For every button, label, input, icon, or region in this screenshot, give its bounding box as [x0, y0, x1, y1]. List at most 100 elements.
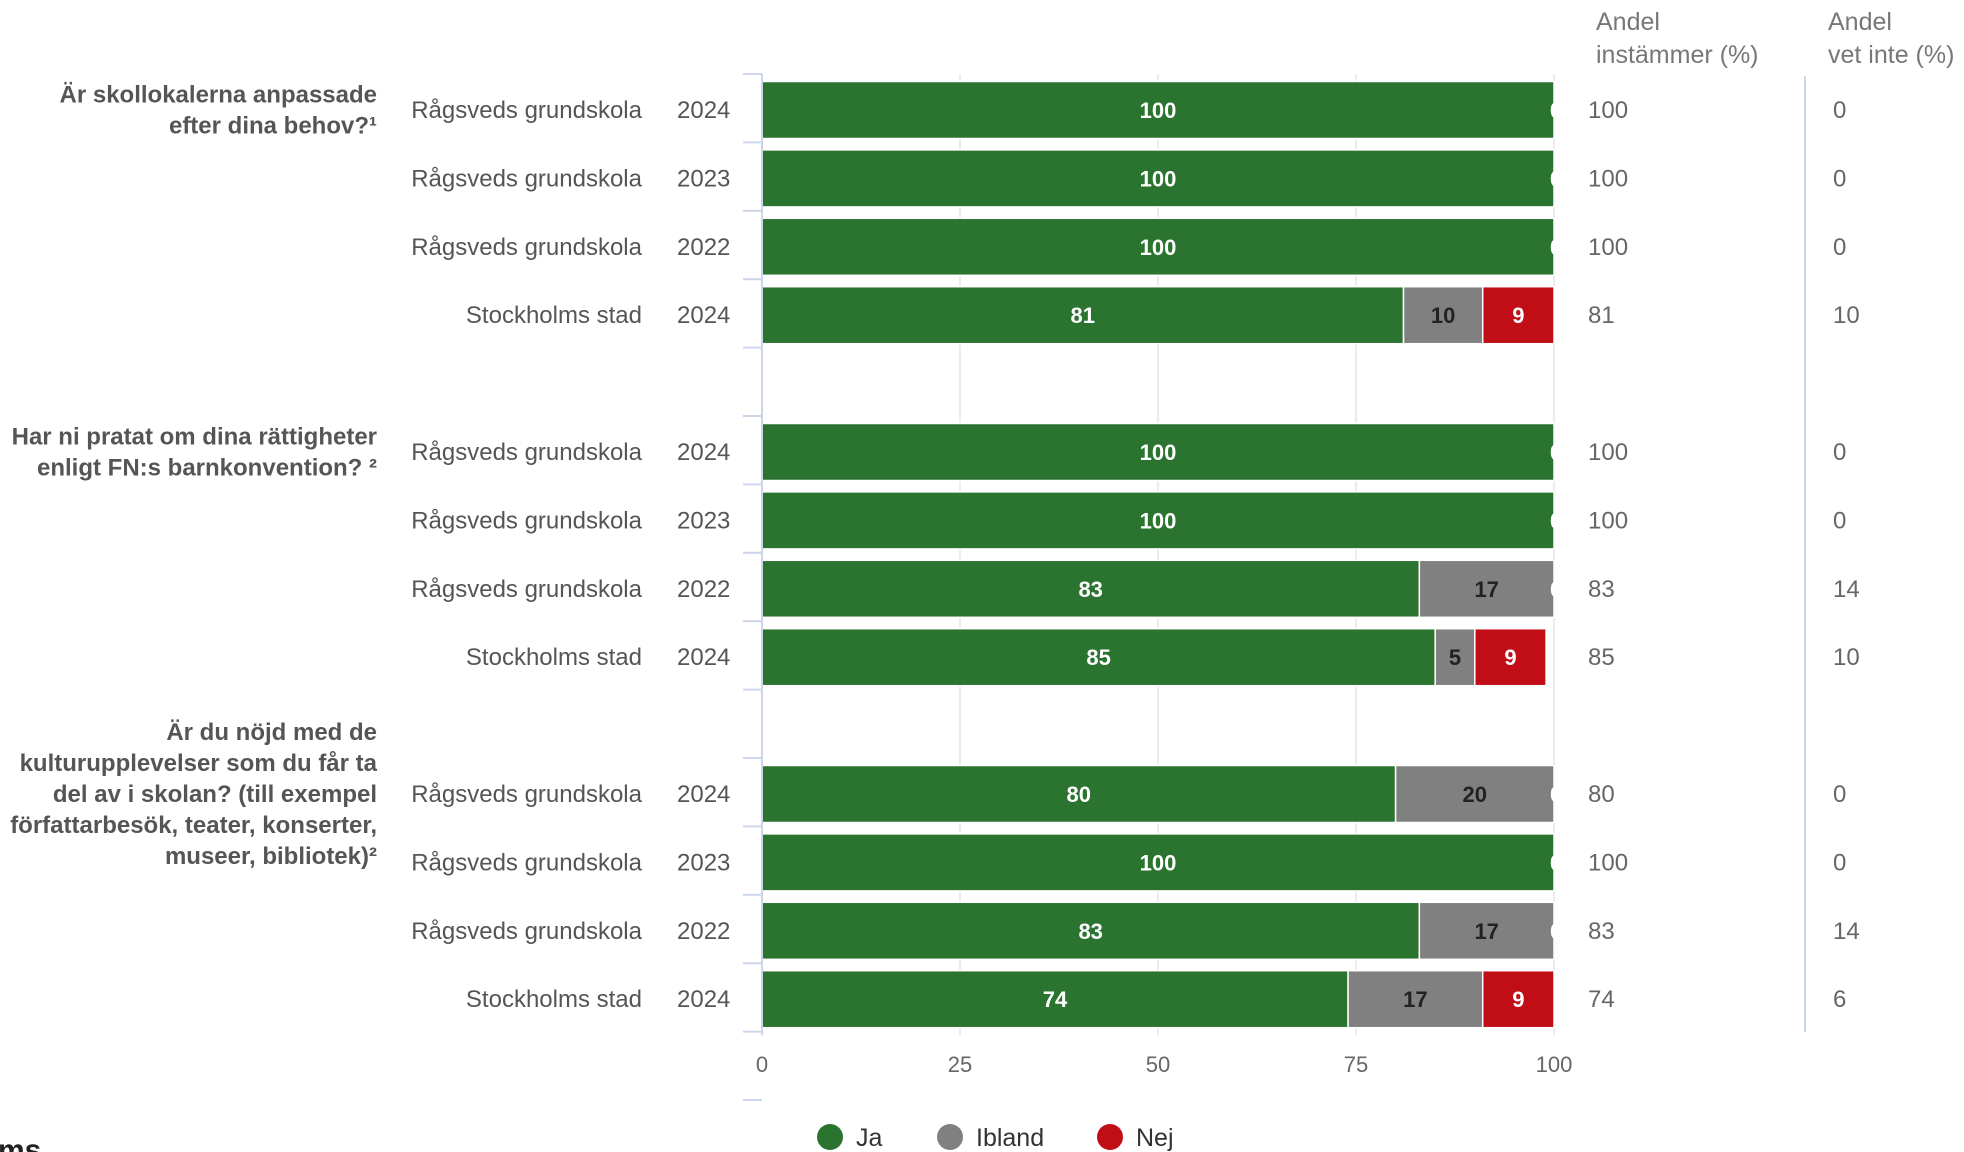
legend-item-nej[interactable]: Nej: [1097, 1124, 1174, 1152]
bar-value-label: 17: [1474, 577, 1498, 602]
row-year-label: 2022: [677, 234, 730, 261]
row-year-label: 2024: [677, 986, 730, 1013]
question-group: Är skollokalerna anpassade efter dina beh…: [60, 80, 1860, 345]
x-tick-label: 25: [948, 1052, 972, 1077]
row-unit-label: Stockholms stad: [466, 644, 642, 671]
andel-instammer-value: 100: [1588, 507, 1628, 534]
legend-label: Nej: [1136, 1124, 1174, 1152]
bar-row: Rågsveds grundskola 2022 83 17 0 83 14: [411, 901, 1860, 961]
row-year-label: 2023: [677, 165, 730, 192]
question-text-line: författarbesök, teater, konserter,: [10, 812, 377, 839]
question-text-line: enligt FN:s barnkonvention? ²: [37, 455, 377, 482]
x-tick-label: 0: [756, 1052, 768, 1077]
bar-value-label: 17: [1403, 987, 1427, 1012]
bar-zero-label: 0: [1550, 850, 1562, 875]
bar-value-label: 100: [1140, 98, 1177, 123]
legend-label: Ja: [856, 1124, 883, 1152]
andel-instammer-value: 74: [1588, 986, 1615, 1013]
bar-value-label: 80: [1067, 782, 1091, 807]
bar-segment-ibland: [1418, 559, 1555, 619]
question-text-line: Är skollokalerna anpassade: [60, 82, 377, 109]
bar-row: Rågsveds grundskola 2022 83 17 0 83 14: [411, 559, 1860, 619]
legend-item-ja[interactable]: Ja: [817, 1124, 883, 1152]
bar-zero-label: 0: [1550, 850, 1562, 875]
row-year-label: 2024: [677, 302, 730, 329]
question-text-line: efter dina behov?¹: [169, 113, 377, 140]
row-year-label: 2024: [677, 439, 730, 466]
bar-value-label: 5: [1449, 645, 1461, 670]
bar-row: Rågsveds grundskola 2024 100 00 100 0: [411, 422, 1846, 482]
bar-value-label: 10: [1431, 303, 1455, 328]
row-year-label: 2023: [677, 507, 730, 534]
bar-segment-ibland: [1402, 285, 1484, 345]
bar-segment-ja: [761, 491, 1555, 550]
bar-value-label: 9: [1512, 987, 1524, 1012]
andel-vet-inte-value: 0: [1833, 97, 1846, 124]
row-unit-label: Stockholms stad: [466, 986, 642, 1013]
row-year-label: 2022: [677, 918, 730, 945]
bar-segment-ibland: [1347, 969, 1484, 1029]
bar-zero-label: 0: [1550, 235, 1562, 260]
andel-vet-inte-value: 6: [1833, 986, 1846, 1013]
row-unit-label: Rågsveds grundskola: [411, 576, 642, 603]
bar-segment-ja: [761, 833, 1555, 892]
chart-rows: Är skollokalerna anpassade efter dina beh…: [10, 80, 1860, 1029]
bar-value-label: 100: [1140, 850, 1177, 875]
bar-row: Rågsveds grundskola 2024 80 20 0 80 0: [411, 764, 1846, 824]
column-headers: Andel instämmer (%) Andel vet inte (%): [1596, 8, 1954, 69]
bar-value-label: 100: [1140, 508, 1177, 533]
bar-zero-label: 0: [1550, 577, 1562, 602]
bar-value-label: 9: [1504, 645, 1516, 670]
andel-instammer-value: 100: [1588, 97, 1628, 124]
bar-value-label: 9: [1512, 303, 1524, 328]
column-header-line: Andel: [1828, 8, 1892, 36]
andel-instammer-value: 100: [1588, 849, 1628, 876]
x-tick-label: 75: [1344, 1052, 1368, 1077]
legend-item-ibland[interactable]: Ibland: [937, 1124, 1044, 1152]
row-year-label: 2022: [677, 576, 730, 603]
andel-vet-inte-value: 10: [1833, 644, 1860, 671]
bar-zero-label: 0: [1550, 166, 1562, 191]
bar-segment-ja: [761, 217, 1555, 277]
bar-row: Rågsveds grundskola 2022 100 00 100 0: [411, 217, 1846, 277]
row-unit-label: Rågsveds grundskola: [411, 234, 642, 261]
question-text-line: kulturupplevelser som du får ta: [20, 750, 378, 777]
bar-segment-nej: [1481, 969, 1555, 1029]
legend-label: Ibland: [976, 1124, 1044, 1152]
bar-row: Rågsveds grundskola 2024 100 00 100 0: [411, 80, 1846, 140]
bar-zero-label: 0: [1550, 440, 1562, 465]
row-year-label: 2024: [677, 644, 730, 671]
legend-symbol: [937, 1124, 963, 1150]
footer-fragment: ms: [0, 1134, 41, 1152]
legend: Ja Ibland Nej: [817, 1124, 1174, 1152]
bar-value-label: 100: [1140, 235, 1177, 260]
andel-vet-inte-value: 0: [1833, 507, 1846, 534]
bar-value-label: 85: [1086, 645, 1110, 670]
x-tick-label: 100: [1536, 1052, 1573, 1077]
bar-segment-ja: [761, 764, 1397, 824]
andel-instammer-value: 100: [1588, 234, 1628, 261]
row-unit-label: Rågsveds grundskola: [411, 918, 642, 945]
andel-vet-inte-value: 10: [1833, 302, 1860, 329]
andel-vet-inte-value: 0: [1833, 234, 1846, 261]
bar-segment-ja: [761, 149, 1555, 208]
bar-row: Rågsveds grundskola 2023 100 00 100 0: [411, 149, 1846, 208]
bar-zero-label: 0: [1550, 919, 1562, 944]
andel-instammer-value: 100: [1588, 165, 1628, 192]
bar-row: Stockholms stad 2024 74 17 9 74 6: [466, 969, 1846, 1029]
bar-segment-ibland: [1394, 764, 1555, 824]
bar-value-label: 74: [1043, 987, 1068, 1012]
bar-value-label: 100: [1140, 440, 1177, 465]
bar-segment-nej: [1481, 285, 1555, 345]
bar-zero-label: 0: [1550, 98, 1562, 123]
bar-zero-label: 0: [1550, 166, 1562, 191]
bar-segment-ibland: [1434, 627, 1476, 687]
andel-instammer-value: 83: [1588, 576, 1615, 603]
andel-instammer-value: 83: [1588, 918, 1615, 945]
row-year-label: 2024: [677, 781, 730, 808]
row-unit-label: Rågsveds grundskola: [411, 781, 642, 808]
row-unit-label: Rågsveds grundskola: [411, 97, 642, 124]
row-unit-label: Rågsveds grundskola: [411, 439, 642, 466]
row-unit-label: Rågsveds grundskola: [411, 165, 642, 192]
column-header-line: Andel: [1596, 8, 1660, 36]
